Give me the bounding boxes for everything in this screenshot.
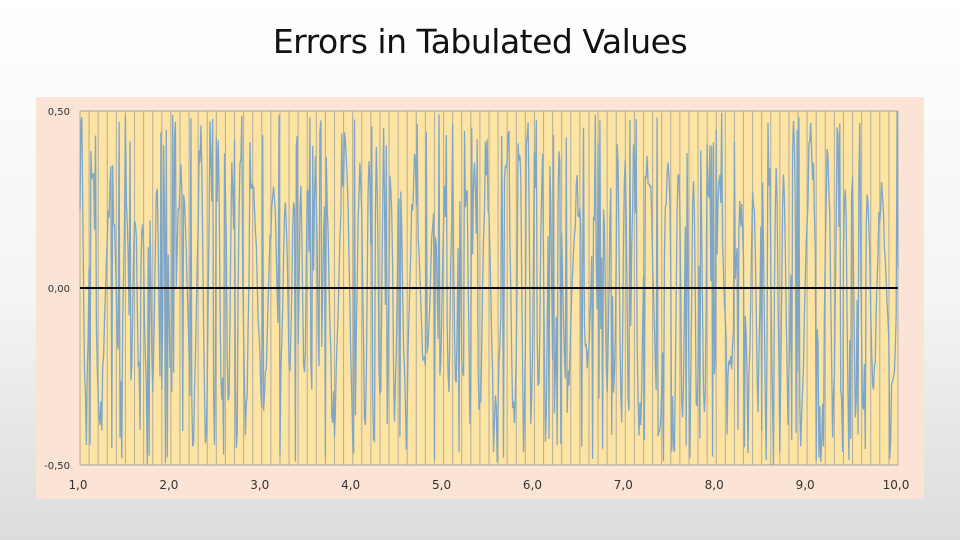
x-tick-label: 2,0 [159,478,178,492]
x-tick-label: 8,0 [705,478,724,492]
series-error-line [79,111,899,465]
x-tick-label: 3,0 [250,478,269,492]
x-tick-label: 5,0 [432,478,451,492]
y-axis-ticks: 0,50 0,00 -0,50 [44,107,70,472]
y-tick-label: -0,50 [44,461,70,472]
x-tick-label: 6,0 [523,478,542,492]
x-axis-ticks: 1,0 2,0 3,0 4,0 5,0 6,0 7,0 8,0 9,0 10,0 [68,478,909,492]
x-tick-label: 7,0 [614,478,633,492]
x-tick-label: 9,0 [796,478,815,492]
y-tick-label: 0,50 [48,107,70,118]
y-tick-label: 0,00 [48,284,70,295]
x-tick-label: 4,0 [341,478,360,492]
x-tick-label: 10,0 [883,478,910,492]
x-tick-label: 1,0 [68,478,87,492]
slide-title: Errors in Tabulated Values [272,22,688,61]
